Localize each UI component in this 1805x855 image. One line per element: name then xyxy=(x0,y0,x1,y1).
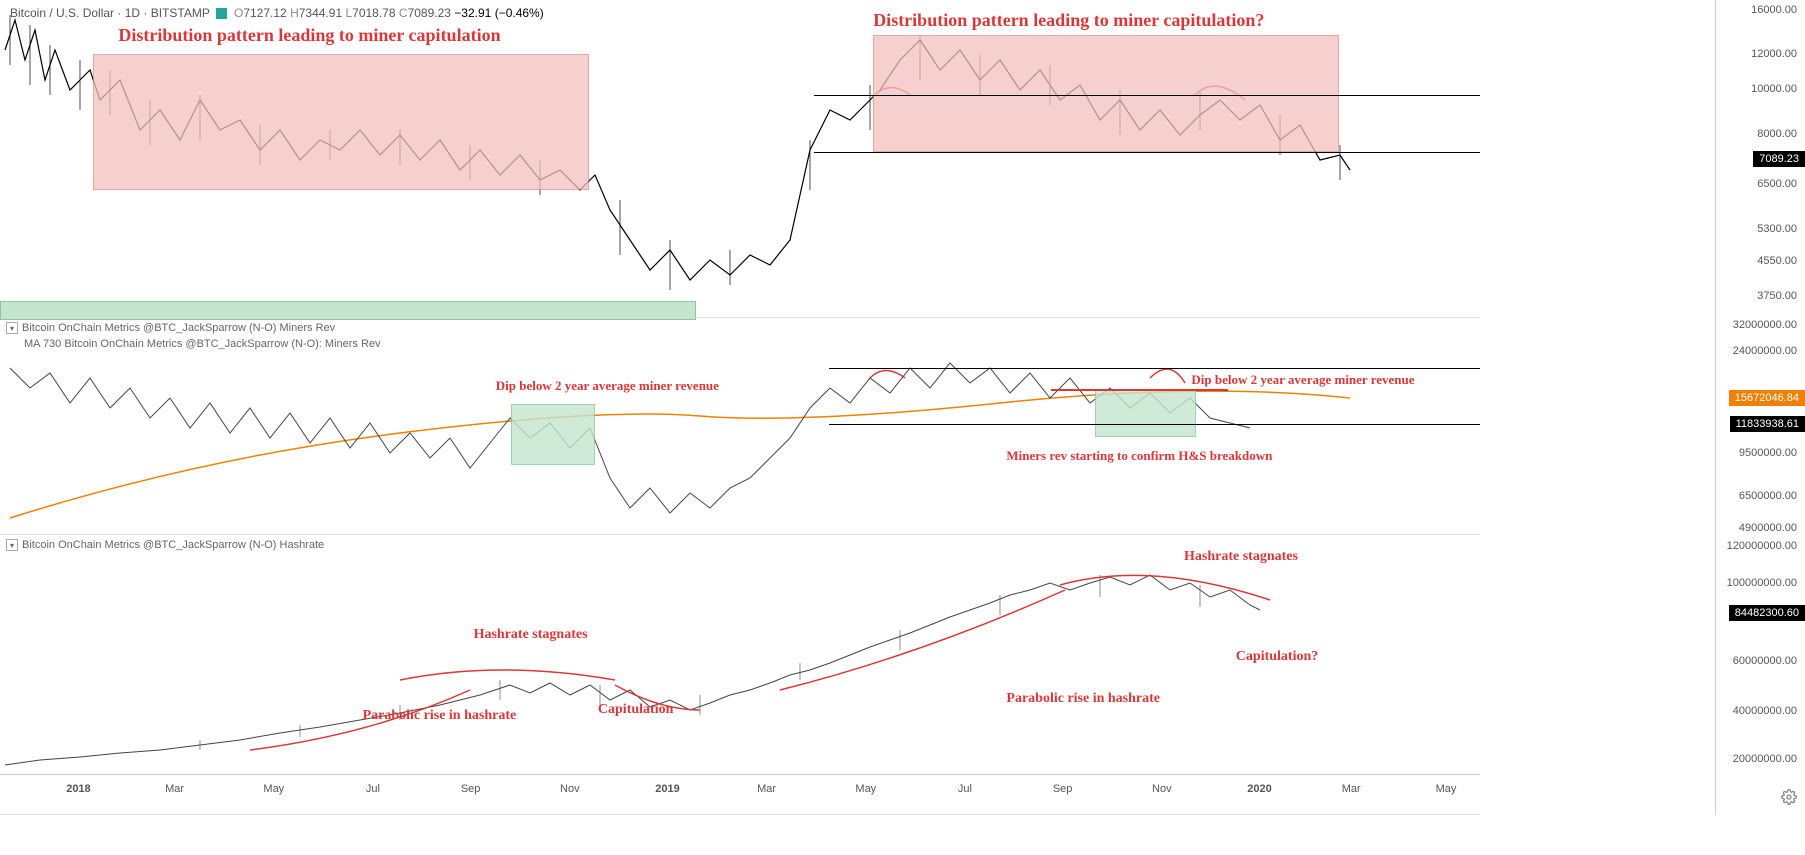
xtick: May xyxy=(1436,783,1457,795)
symbol-name: Bitcoin / U.S. Dollar xyxy=(10,6,114,20)
dip-box-2 xyxy=(1095,389,1196,437)
rev-hline-lower xyxy=(829,424,1480,425)
distribution-box-2 xyxy=(873,35,1339,152)
ytick: 4900000.00 xyxy=(1739,522,1797,534)
ytick: 16000.00 xyxy=(1751,4,1797,16)
symbol-header: Bitcoin / U.S. Dollar · 1D · BITSTAMP O7… xyxy=(10,6,544,20)
pane2-title-2: MA 730 Bitcoin OnChain Metrics @BTC_Jack… xyxy=(24,338,381,350)
ohlc-c-label: C xyxy=(399,6,408,20)
ohlc-l: 7018.78 xyxy=(352,6,395,20)
rev-value-tag: 11833938.61 xyxy=(1730,416,1805,432)
annotation-dip-1: Dip below 2 year average miner revenue xyxy=(496,378,719,394)
resistance-line-upper xyxy=(814,95,1480,96)
chevron-down-icon[interactable]: ▾ xyxy=(6,322,18,334)
hashrate-line xyxy=(0,535,1480,815)
series-marker xyxy=(216,8,227,19)
xtick: 2020 xyxy=(1247,783,1271,795)
ytick: 5300.00 xyxy=(1757,223,1797,235)
ytick: 8000.00 xyxy=(1757,128,1797,140)
ytick: 10000.00 xyxy=(1751,83,1797,95)
annotation-capit-1: Capitulation xyxy=(598,702,673,718)
annotation-hns: Miners rev starting to confirm H&S break… xyxy=(1006,448,1272,464)
pane2-header: ▾ Bitcoin OnChain Metrics @BTC_JackSparr… xyxy=(6,322,335,334)
annotation-hash-stag-1: Hashrate stagnates xyxy=(474,627,588,643)
interval: 1D xyxy=(125,6,140,20)
ohlc-chg: −32.91 xyxy=(454,6,491,20)
price-pane[interactable]: Bitcoin / U.S. Dollar · 1D · BITSTAMP O7… xyxy=(0,0,1480,318)
dip-box-1 xyxy=(511,404,595,464)
ohlc-o-label: O xyxy=(234,6,243,20)
ytick: 6500000.00 xyxy=(1739,490,1797,502)
pane3-header: ▾ Bitcoin OnChain Metrics @BTC_JackSparr… xyxy=(6,539,324,551)
annotation-dist-2: Distribution pattern leading to miner ca… xyxy=(873,10,1264,31)
xtick: Nov xyxy=(1152,783,1172,795)
hashrate-value-tag: 84482300.60 xyxy=(1729,605,1805,621)
annotation-dist-1: Distribution pattern leading to miner ca… xyxy=(118,25,500,46)
distribution-box-1 xyxy=(93,54,589,190)
annotation-parab-1: Parabolic rise in hashrate xyxy=(363,708,517,724)
ma-value-tag: 15672046.84 xyxy=(1729,390,1805,406)
green-band xyxy=(0,301,696,320)
ytick: 12000.00 xyxy=(1751,48,1797,60)
rev-hline-upper xyxy=(829,368,1480,369)
xtick: 2019 xyxy=(655,783,679,795)
ytick: 32000000.00 xyxy=(1733,319,1797,331)
xtick: Mar xyxy=(165,783,184,795)
price-y-axis[interactable]: 16000.00 12000.00 10000.00 8000.00 7089.… xyxy=(1715,0,1805,318)
ytick: 40000000.00 xyxy=(1733,705,1797,717)
xtick: Mar xyxy=(757,783,776,795)
ohlc-c: 7089.23 xyxy=(408,6,451,20)
ohlc-o: 7127.12 xyxy=(243,6,286,20)
xtick: Nov xyxy=(560,783,580,795)
ytick: 6500.00 xyxy=(1757,178,1797,190)
rev-neckline xyxy=(1051,389,1229,391)
ytick: 60000000.00 xyxy=(1733,655,1797,667)
miners-rev-y-axis[interactable]: 32000000.00 24000000.00 15672046.84 1183… xyxy=(1715,318,1805,535)
xtick: Jul xyxy=(958,783,972,795)
ytick: 3750.00 xyxy=(1757,290,1797,302)
annotation-capit-2: Capitulation? xyxy=(1236,649,1318,665)
miners-rev-line xyxy=(0,318,1480,535)
hashrate-pane[interactable]: ▾ Bitcoin OnChain Metrics @BTC_JackSparr… xyxy=(0,535,1480,815)
ytick: 120000000.00 xyxy=(1727,540,1797,552)
ytick: 9500000.00 xyxy=(1739,447,1797,459)
ohlc-h-label: H xyxy=(290,6,299,20)
annotation-dip-2: Dip below 2 year average miner revenue xyxy=(1191,372,1414,388)
ytick: 24000000.00 xyxy=(1733,345,1797,357)
xtick: 2018 xyxy=(66,783,90,795)
xtick: Mar xyxy=(1342,783,1361,795)
pane2-title: Bitcoin OnChain Metrics @BTC_JackSparrow… xyxy=(22,322,335,334)
pane3-title: Bitcoin OnChain Metrics @BTC_JackSparrow… xyxy=(22,539,324,551)
ytick: 100000000.00 xyxy=(1727,577,1797,589)
pane2-header-2: MA 730 Bitcoin OnChain Metrics @BTC_Jack… xyxy=(6,338,381,350)
time-axis[interactable]: 2018 Mar May Jul Sep Nov 2019 Mar May Ju… xyxy=(0,774,1480,814)
exchange: BITSTAMP xyxy=(151,6,210,20)
chart-container: Bitcoin / U.S. Dollar · 1D · BITSTAMP O7… xyxy=(0,0,1805,855)
xtick: Sep xyxy=(1053,783,1073,795)
ytick: 20000000.00 xyxy=(1733,753,1797,765)
annotation-parab-2: Parabolic rise in hashrate xyxy=(1006,691,1160,707)
ohlc-chg-pct: (−0.46%) xyxy=(495,6,544,20)
resistance-line-lower xyxy=(814,152,1480,153)
chevron-down-icon[interactable]: ▾ xyxy=(6,539,18,551)
gear-icon[interactable] xyxy=(1781,789,1797,805)
xtick: May xyxy=(855,783,876,795)
hashrate-y-axis[interactable]: 120000000.00 100000000.00 84482300.60 60… xyxy=(1715,535,1805,815)
xtick: Jul xyxy=(366,783,380,795)
current-price-tag: 7089.23 xyxy=(1753,151,1805,167)
ytick: 4550.00 xyxy=(1757,255,1797,267)
annotation-hash-stag-2: Hashrate stagnates xyxy=(1184,549,1298,565)
miners-rev-pane[interactable]: ▾ Bitcoin OnChain Metrics @BTC_JackSparr… xyxy=(0,318,1480,535)
xtick: Sep xyxy=(461,783,481,795)
xtick: May xyxy=(263,783,284,795)
ohlc-h: 7344.91 xyxy=(299,6,342,20)
